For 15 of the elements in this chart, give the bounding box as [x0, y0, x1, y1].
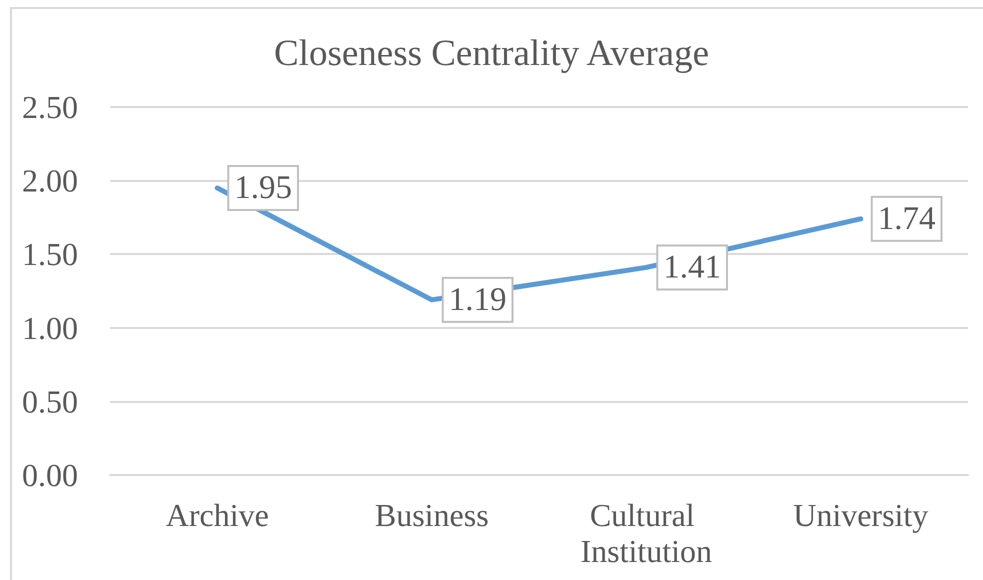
y-tick-label: 1.00 — [22, 310, 78, 346]
x-tick-label: Cultural Institution — [580, 497, 712, 569]
chart-title: Closeness Centrality Average — [274, 33, 709, 74]
data-label: 1.19 — [448, 282, 506, 318]
data-label: 1.41 — [663, 249, 721, 286]
y-tick-label: 0.00 — [22, 457, 78, 493]
data-label: 1.95 — [234, 170, 292, 206]
x-tick-label: University — [793, 497, 928, 533]
y-tick-label: 2.50 — [22, 89, 78, 125]
x-tick-label: Business — [374, 497, 489, 533]
y-tick-label: 0.50 — [22, 383, 78, 420]
x-tick-label: Archive — [166, 497, 269, 533]
y-tick-label: 1.50 — [22, 236, 78, 272]
y-tick-label: 2.00 — [22, 162, 78, 199]
data-label: 1.74 — [878, 200, 936, 237]
